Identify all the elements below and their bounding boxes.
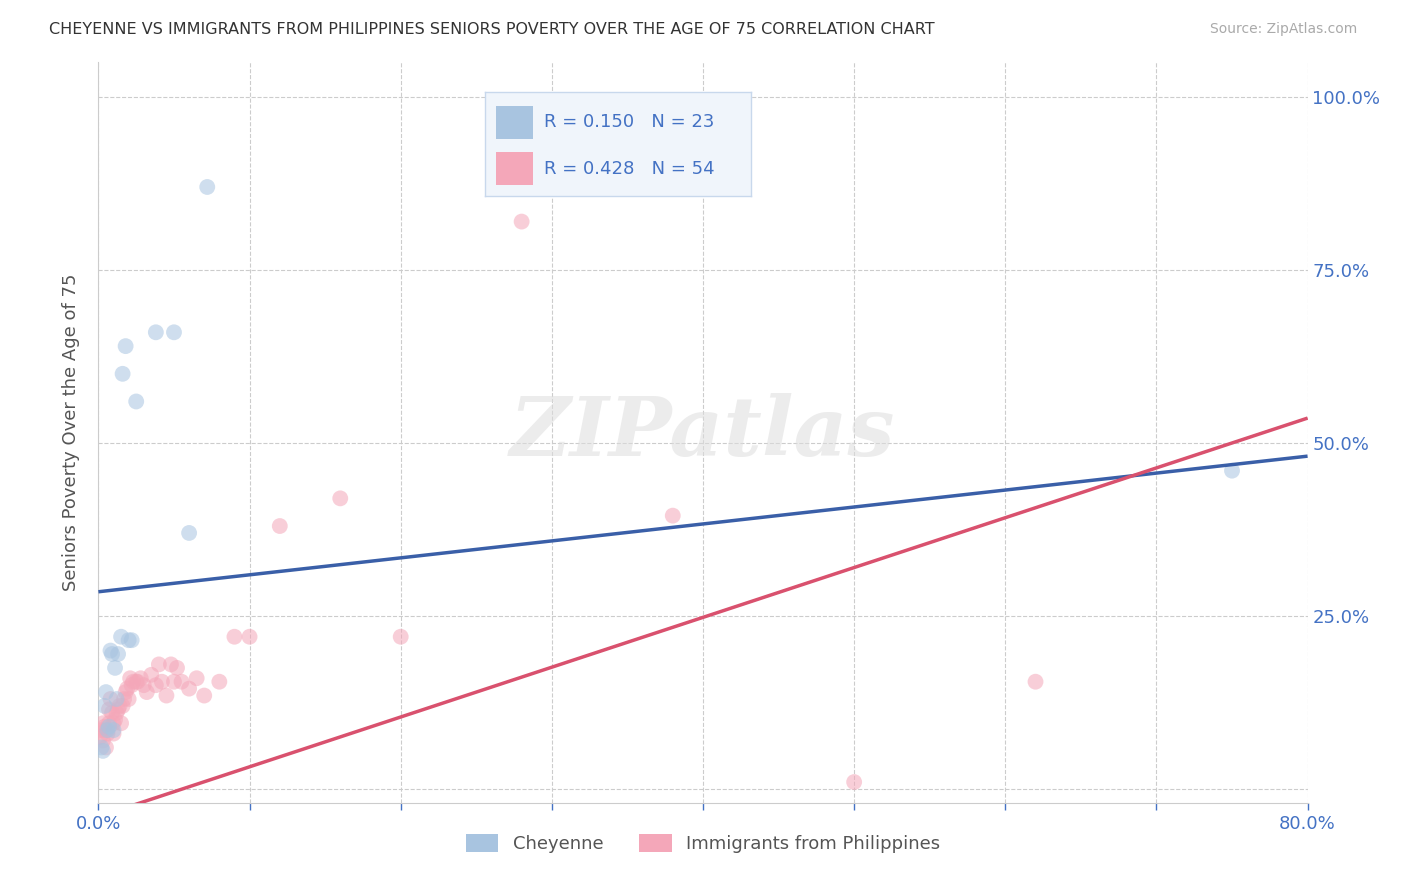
Point <box>844 775 866 789</box>
Point <box>103 726 125 740</box>
Point <box>94 685 117 699</box>
Point <box>118 692 141 706</box>
Point <box>150 674 173 689</box>
Point <box>105 692 128 706</box>
Point <box>90 740 112 755</box>
Point <box>389 630 412 644</box>
Point <box>104 661 127 675</box>
Point <box>89 730 111 744</box>
Point <box>208 674 231 689</box>
Point <box>103 716 125 731</box>
Point <box>104 713 127 727</box>
Point <box>510 214 533 228</box>
Point <box>224 630 246 644</box>
Point <box>100 692 122 706</box>
Point <box>155 689 177 703</box>
Text: CHEYENNE VS IMMIGRANTS FROM PHILIPPINES SENIORS POVERTY OVER THE AGE OF 75 CORRE: CHEYENNE VS IMMIGRANTS FROM PHILIPPINES … <box>49 22 935 37</box>
Point <box>101 647 124 661</box>
Point <box>91 744 114 758</box>
Point <box>145 678 167 692</box>
Point <box>125 394 148 409</box>
Point <box>127 674 149 689</box>
Point <box>94 740 117 755</box>
Point <box>195 180 218 194</box>
Point <box>94 723 117 738</box>
Point <box>193 689 215 703</box>
Point <box>114 339 136 353</box>
Point <box>93 720 115 734</box>
Point <box>107 647 129 661</box>
Point <box>96 723 118 738</box>
Point <box>1024 674 1046 689</box>
Legend: Cheyenne, Immigrants from Philippines: Cheyenne, Immigrants from Philippines <box>458 827 948 861</box>
Point <box>91 733 114 747</box>
Point <box>98 702 121 716</box>
Point <box>145 326 167 340</box>
Point <box>125 674 148 689</box>
Point <box>107 702 129 716</box>
Point <box>132 678 155 692</box>
Point <box>122 674 145 689</box>
Point <box>163 674 186 689</box>
Point <box>121 633 143 648</box>
Point <box>93 698 115 713</box>
Point <box>179 681 201 696</box>
Point <box>661 508 683 523</box>
Point <box>166 661 188 675</box>
Text: Source: ZipAtlas.com: Source: ZipAtlas.com <box>1209 22 1357 37</box>
Point <box>115 681 138 696</box>
Point <box>121 678 143 692</box>
Point <box>163 326 186 340</box>
Point <box>239 630 262 644</box>
Point <box>160 657 183 672</box>
Point <box>269 519 291 533</box>
Point <box>103 723 125 738</box>
Point <box>329 491 352 506</box>
Point <box>186 671 208 685</box>
Point <box>101 706 124 720</box>
Point <box>98 716 121 731</box>
Point <box>110 716 132 731</box>
Point <box>90 723 112 738</box>
Point <box>135 685 157 699</box>
Point <box>148 657 170 672</box>
Text: ZIPatlas: ZIPatlas <box>510 392 896 473</box>
Point <box>114 685 136 699</box>
Point <box>1220 464 1243 478</box>
Point <box>98 720 121 734</box>
Point <box>105 706 128 720</box>
Point <box>141 667 163 681</box>
Point <box>96 726 118 740</box>
Point <box>108 698 131 713</box>
Point <box>110 630 132 644</box>
Point <box>118 633 141 648</box>
Point <box>100 643 122 657</box>
Point <box>111 367 134 381</box>
Point <box>91 716 114 731</box>
Point <box>170 674 193 689</box>
Point <box>112 692 135 706</box>
Y-axis label: Seniors Poverty Over the Age of 75: Seniors Poverty Over the Age of 75 <box>62 274 80 591</box>
Point <box>179 525 201 540</box>
Point <box>120 671 142 685</box>
Point <box>111 698 134 713</box>
Point <box>129 671 152 685</box>
